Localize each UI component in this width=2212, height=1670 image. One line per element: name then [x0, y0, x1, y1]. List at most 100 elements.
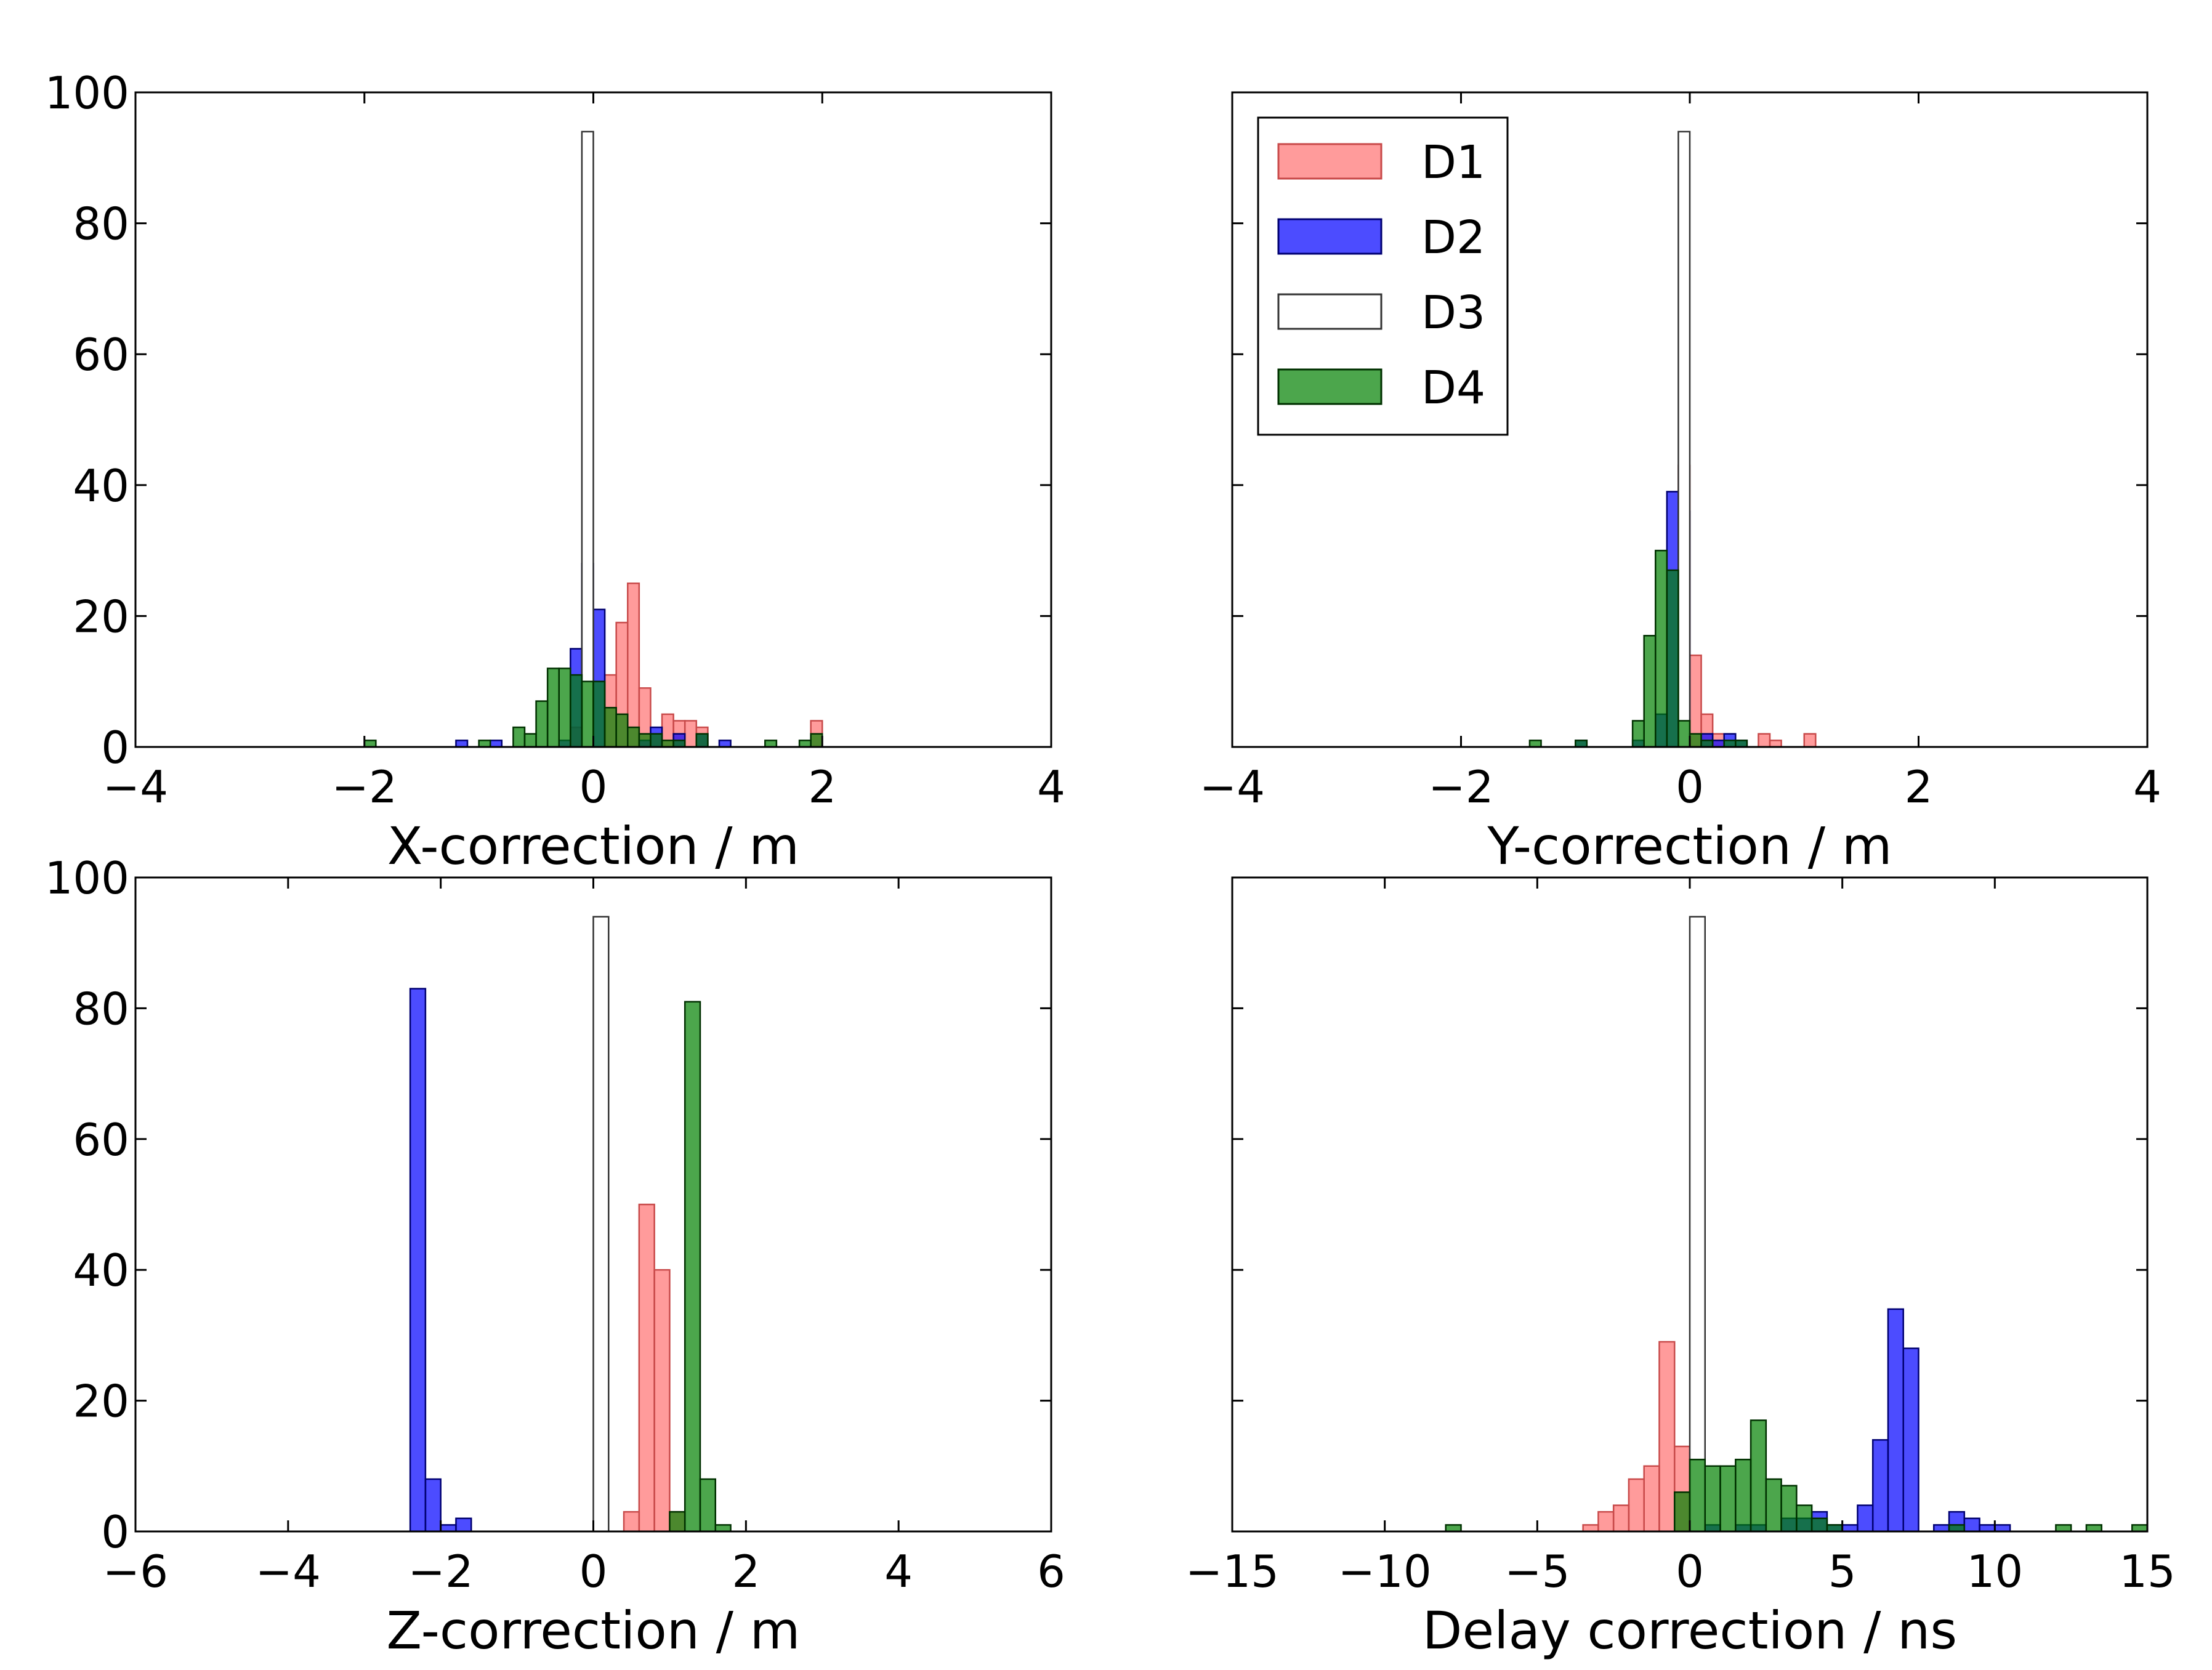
legend-label-d3: D3 — [1421, 286, 1485, 339]
bar-d3 — [1677, 131, 1691, 748]
bar-d4 — [1719, 1465, 1737, 1533]
bar-d1 — [1597, 1511, 1615, 1533]
x-tick-label: 0 — [579, 1546, 608, 1597]
series-d4 — [1528, 549, 1748, 748]
bar-d1 — [1643, 1465, 1660, 1533]
legend: D1 D2 D3 D4 — [1257, 116, 1509, 436]
bar-d4 — [810, 733, 823, 748]
bar-d4 — [1673, 1491, 1691, 1533]
bar-d1 — [1582, 1524, 1599, 1533]
bar-d2 — [1841, 1524, 1859, 1533]
bar-d4 — [1780, 1485, 1798, 1533]
bar-d4 — [363, 740, 377, 748]
legend-label-d1: D1 — [1421, 136, 1485, 189]
bar-d4 — [695, 733, 709, 748]
bar-d4 — [1765, 1478, 1782, 1533]
x-tick-label: −10 — [1338, 1546, 1432, 1597]
y-tick-label: 40 — [73, 1244, 129, 1296]
bar-d4 — [1948, 1524, 1966, 1533]
bar-d4 — [650, 733, 663, 748]
bar-d2 — [1857, 1504, 1874, 1533]
bar-d2 — [455, 1517, 472, 1533]
bar-d4 — [714, 1524, 732, 1533]
bar-d4 — [570, 674, 583, 748]
legend-swatch-d1 — [1277, 143, 1383, 180]
bar-d4 — [1655, 549, 1668, 748]
y-tick-label: 20 — [73, 1376, 129, 1427]
series-d1 — [623, 1203, 686, 1533]
bar-d4 — [558, 668, 571, 748]
y-tick-label: 100 — [45, 852, 129, 904]
bar-d4 — [1677, 720, 1691, 748]
bar-d4 — [603, 706, 617, 748]
bar-d4 — [2131, 1524, 2149, 1533]
x-axis-label: Y-correction / m — [1487, 816, 1892, 876]
bar-d4 — [2085, 1524, 2102, 1533]
x-tick-label: 0 — [579, 761, 608, 813]
legend-label-d2: D2 — [1421, 211, 1485, 264]
bar-d4 — [1826, 1524, 1843, 1533]
bar-d2 — [1979, 1524, 1996, 1533]
bar-d4 — [615, 713, 629, 748]
bar-d3 — [1689, 916, 1706, 1533]
series-d3 — [1677, 131, 1691, 748]
bar-d1 — [1803, 733, 1817, 748]
bar-d2 — [1871, 1439, 1889, 1533]
series-d4 — [1445, 1419, 2149, 1533]
histogram-panel-2: −4 −2 0 2 4 Y-correction / m — [1200, 91, 2162, 876]
x-tick-label: −4 — [103, 761, 168, 813]
bar-d2 — [1887, 1308, 1904, 1533]
bar-d4 — [1735, 1458, 1752, 1533]
bar-d1 — [1628, 1478, 1645, 1533]
bar-d1 — [684, 720, 698, 748]
x-tick-label: 4 — [884, 1546, 913, 1597]
bar-d4 — [798, 740, 812, 748]
x-tick-label: −6 — [103, 1546, 168, 1597]
x-tick-label: −5 — [1504, 1546, 1570, 1597]
y-tick-label: 0 — [101, 722, 129, 773]
bar-d4 — [1445, 1524, 1462, 1533]
x-tick-label: −4 — [1200, 761, 1265, 813]
bar-d4 — [669, 1511, 686, 1533]
bar-d2 — [424, 1478, 442, 1533]
x-axis-label: X-correction / m — [387, 816, 799, 876]
series-d4 — [669, 1001, 732, 1533]
bar-d2 — [409, 988, 427, 1533]
legend-swatch-d3 — [1277, 293, 1383, 330]
legend-label-d4: D4 — [1421, 361, 1485, 414]
x-tick-label: 15 — [2119, 1546, 2176, 1597]
x-tick-label: 2 — [808, 761, 836, 813]
x-tick-label: 5 — [1828, 1546, 1857, 1597]
bar-d4 — [699, 1478, 717, 1533]
bar-d4 — [1810, 1517, 1828, 1533]
x-tick-label: −2 — [332, 761, 397, 813]
bar-d4 — [764, 740, 778, 748]
bar-d4 — [1796, 1504, 1813, 1533]
bar-d4 — [627, 726, 640, 748]
x-tick-label: −15 — [1185, 1546, 1279, 1597]
bar-d3 — [581, 131, 594, 748]
bar-d4 — [684, 1001, 701, 1533]
x-tick-label: 0 — [1676, 761, 1704, 813]
x-tick-label: −4 — [256, 1546, 321, 1597]
x-axis-label: Z-correction / m — [387, 1600, 801, 1661]
bar-d2 — [1902, 1347, 1919, 1533]
bar-d4 — [1723, 740, 1737, 748]
series-d2 — [409, 988, 472, 1533]
x-axis-label: Delay correction / ns — [1423, 1600, 1957, 1661]
y-tick-label: 80 — [73, 198, 129, 250]
bar-d4 — [672, 740, 686, 748]
bar-d2 — [1994, 1524, 2011, 1533]
bar-d4 — [478, 740, 491, 748]
y-tick-label: 60 — [73, 1114, 129, 1166]
x-tick-label: 2 — [732, 1546, 760, 1597]
bar-d4 — [1528, 740, 1542, 748]
series-d3 — [592, 916, 610, 1533]
bar-d4 — [638, 733, 652, 748]
x-tick-label: 4 — [2133, 761, 2162, 813]
bar-d1 — [1612, 1504, 1630, 1533]
bar-d1 — [627, 583, 640, 748]
bar-d4 — [592, 680, 606, 748]
bar-d4 — [661, 740, 674, 748]
bar-d4 — [1575, 740, 1588, 748]
